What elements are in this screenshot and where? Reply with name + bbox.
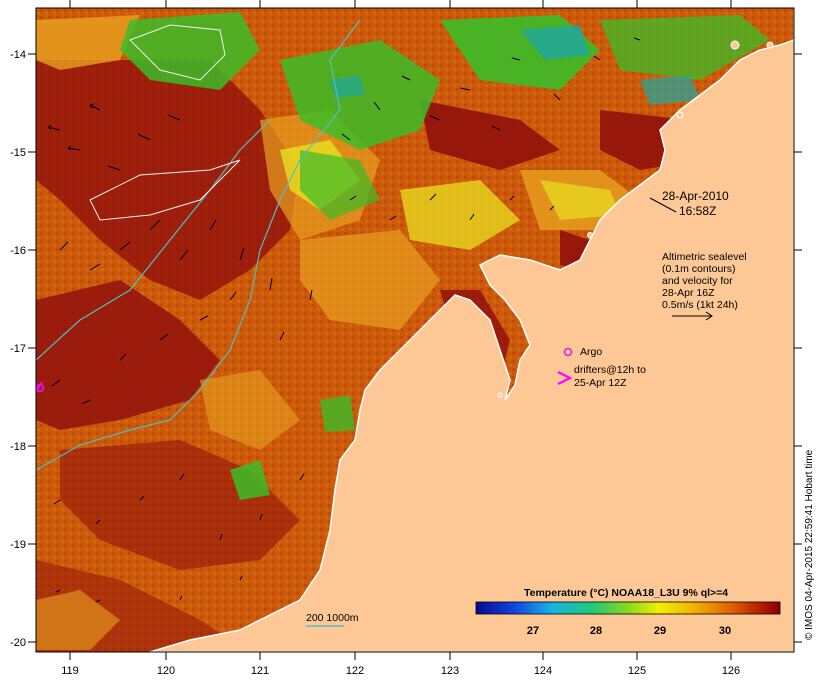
land-mass bbox=[149, 8, 794, 652]
svg-text:and velocity for: and velocity for bbox=[662, 275, 733, 287]
argo-legend-icon bbox=[563, 347, 573, 357]
y-tick-label: -18 bbox=[10, 441, 26, 453]
colorbar-title: Temperature (°C) NOAA18_L3U 9% ql>=4 bbox=[524, 587, 728, 599]
velocity-scale-arrow bbox=[672, 311, 713, 321]
drifter-label-line1: drifters@12h to bbox=[574, 364, 646, 376]
drifter-track-marker bbox=[36, 381, 43, 393]
x-tick-label: 119 bbox=[61, 665, 79, 677]
velocity-arrows bbox=[47, 37, 641, 603]
x-tick-label: 120 bbox=[157, 665, 175, 677]
credit-text: © IMOS 04-Apr-2015 22:59:41 Hobart time bbox=[804, 449, 815, 640]
x-tick-label: 125 bbox=[628, 665, 646, 677]
isobath-legend-label: 200 1000m bbox=[306, 612, 359, 624]
y-tick-label: -17 bbox=[10, 343, 26, 355]
y-tick-label: -14 bbox=[10, 49, 26, 61]
drifter-label-line2: 25-Apr 12Z bbox=[574, 377, 627, 389]
y-tick-label: -15 bbox=[10, 147, 26, 159]
y-tick-label: -20 bbox=[10, 637, 26, 649]
colorbar-tick: 30 bbox=[719, 625, 731, 637]
sst-teal-patches bbox=[330, 25, 700, 105]
colorbar-tick: 28 bbox=[590, 625, 602, 637]
drifter-legend-icon bbox=[557, 371, 573, 385]
colorbar-tick: 27 bbox=[527, 625, 539, 637]
time-label: 16:58Z bbox=[679, 204, 716, 218]
y-tick-label: -16 bbox=[10, 245, 26, 257]
x-tick-label: 124 bbox=[534, 665, 552, 677]
isobath-contours bbox=[36, 19, 361, 471]
svg-text:(0.1m contours): (0.1m contours) bbox=[662, 263, 736, 275]
axis-ticks bbox=[28, 0, 802, 660]
colorbar-tick: 29 bbox=[654, 625, 666, 637]
x-tick-label: 121 bbox=[251, 665, 269, 677]
sealevel-contours bbox=[89, 24, 241, 221]
svg-text:28-Apr 16Z: 28-Apr 16Z bbox=[662, 287, 715, 299]
x-tick-label: 122 bbox=[346, 665, 364, 677]
x-tick-label: 123 bbox=[441, 665, 459, 677]
plot-frame bbox=[35, 7, 795, 653]
y-tick-label: -19 bbox=[10, 539, 26, 551]
altimetry-note: Altimetric sealevel (0.1m contours) and … bbox=[662, 251, 747, 311]
svg-text:0.5m/s (1kt 24h): 0.5m/s (1kt 24h) bbox=[662, 299, 738, 311]
svg-text:Altimetric sealevel: Altimetric sealevel bbox=[662, 251, 747, 263]
argo-label: Argo bbox=[580, 346, 602, 358]
x-tick-label: 126 bbox=[722, 665, 740, 677]
date-pointer-line bbox=[649, 197, 677, 213]
date-label: 28-Apr-2010 bbox=[662, 189, 729, 203]
colorbar bbox=[475, 601, 781, 615]
